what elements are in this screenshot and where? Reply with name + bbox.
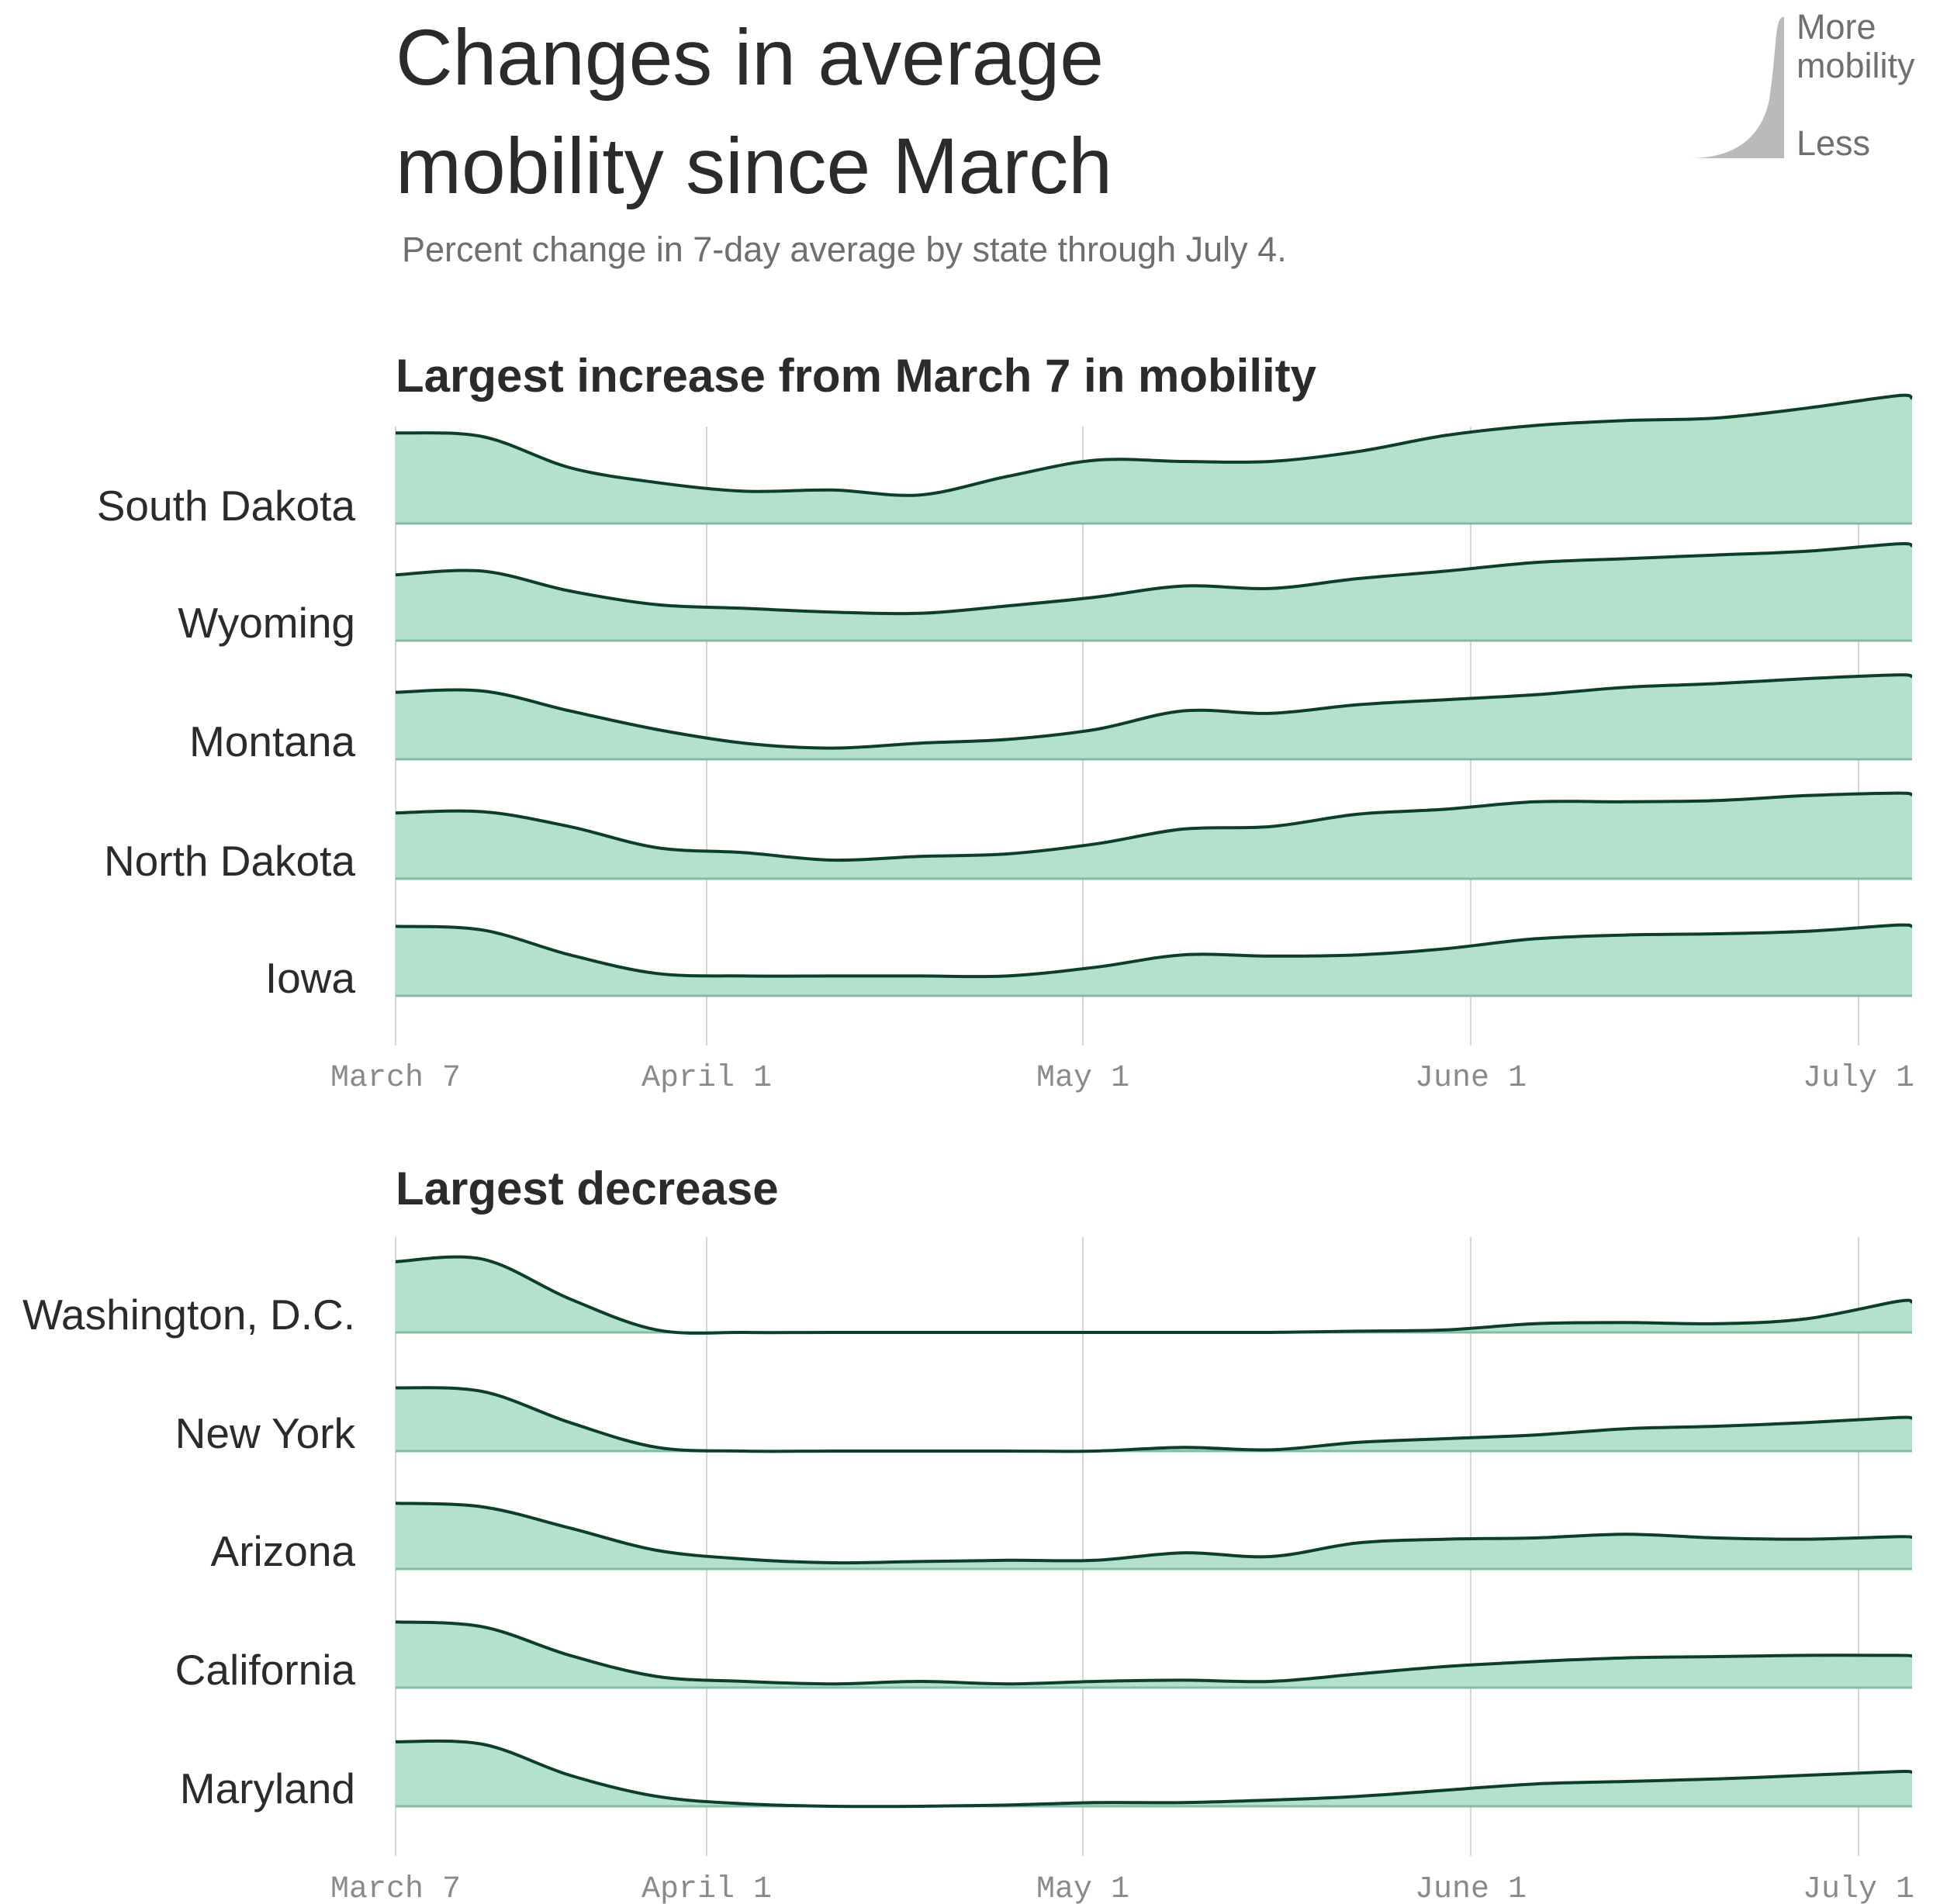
ridge-area <box>396 1503 1912 1569</box>
ridge-south-dakota: South Dakota <box>97 393 1914 530</box>
title-line-2: mobility since March <box>396 122 1112 210</box>
x-tick-label: June 1 <box>1415 1872 1527 1904</box>
title-line-1: Changes in average <box>396 13 1104 102</box>
panel-title-increase: Largest increase from March 7 in mobilit… <box>396 350 1317 402</box>
chart-subtitle: Percent change in 7-day average by state… <box>402 230 1287 269</box>
state-label: New York <box>175 1409 356 1457</box>
x-tick-label: April 1 <box>641 1872 772 1904</box>
ridge-iowa: Iowa <box>265 923 1913 1002</box>
ridge-area <box>396 1622 1912 1688</box>
ridge-maryland: Maryland <box>180 1739 1913 1812</box>
chart-title: Changes in average mobility since March <box>396 3 1559 220</box>
legend-less-label: Less <box>1796 123 1871 163</box>
x-tick-label: June 1 <box>1415 1061 1527 1096</box>
ridge-area <box>396 543 1912 641</box>
x-tick-label: July 1 <box>1803 1061 1914 1096</box>
ridge-north-dakota: North Dakota <box>104 791 1913 885</box>
ridge-line <box>395 1739 1913 1809</box>
state-label: California <box>175 1646 356 1694</box>
ridge-area <box>396 1387 1912 1452</box>
panel-title-decrease: Largest decrease <box>396 1163 779 1215</box>
state-label: North Dakota <box>104 837 355 885</box>
x-tick-label: April 1 <box>641 1061 772 1096</box>
x-tick-label: March 7 <box>330 1872 461 1904</box>
ridge-montana: Montana <box>189 673 1913 765</box>
x-tick-label: July 1 <box>1803 1872 1914 1904</box>
ridge-line <box>395 791 1913 862</box>
ridge-line <box>395 1386 1913 1453</box>
state-label: Arizona <box>211 1527 356 1575</box>
x-tick-label: May 1 <box>1036 1872 1129 1904</box>
ridge-line <box>395 673 1913 750</box>
x-tick-label: May 1 <box>1036 1061 1129 1096</box>
ridge-washington-d-c-: Washington, D.C. <box>22 1255 1914 1339</box>
ridge-arizona: Arizona <box>211 1501 1913 1575</box>
ridge-line <box>395 1620 1913 1686</box>
ridge-california: California <box>175 1620 1913 1694</box>
ridge-line <box>395 1255 1914 1335</box>
panel-1: March 7 April 1 May 1 June 1 July 1 Washingto… <box>22 1237 1914 1904</box>
ridge-new-york: New York <box>175 1386 1913 1457</box>
ridge-line <box>395 541 1913 616</box>
ridge-line <box>395 393 1914 497</box>
ridge-area <box>396 793 1912 879</box>
state-label: Wyoming <box>178 599 355 647</box>
state-label: Iowa <box>265 954 356 1002</box>
state-label: Maryland <box>180 1764 355 1812</box>
legend-more-line2: mobility <box>1796 46 1915 85</box>
ridge-wyoming: Wyoming <box>178 541 1913 647</box>
ridge-area <box>396 924 1912 996</box>
ridge-area <box>396 1256 1912 1333</box>
ridge-line <box>395 923 1913 979</box>
state-label: Washington, D.C. <box>22 1291 355 1339</box>
state-label: Montana <box>189 717 355 765</box>
state-label: South Dakota <box>97 482 356 530</box>
legend-more-line1: More <box>1796 7 1876 47</box>
ridge-line <box>395 1501 1913 1565</box>
legend-ridge-icon <box>1689 17 1784 158</box>
legend-more-label: More mobility <box>1796 8 1915 85</box>
x-tick-label: March 7 <box>330 1061 461 1096</box>
ridge-area <box>396 1740 1912 1807</box>
panel-0: March 7 April 1 May 1 June 1 July 1 South Dak… <box>97 393 1914 1096</box>
